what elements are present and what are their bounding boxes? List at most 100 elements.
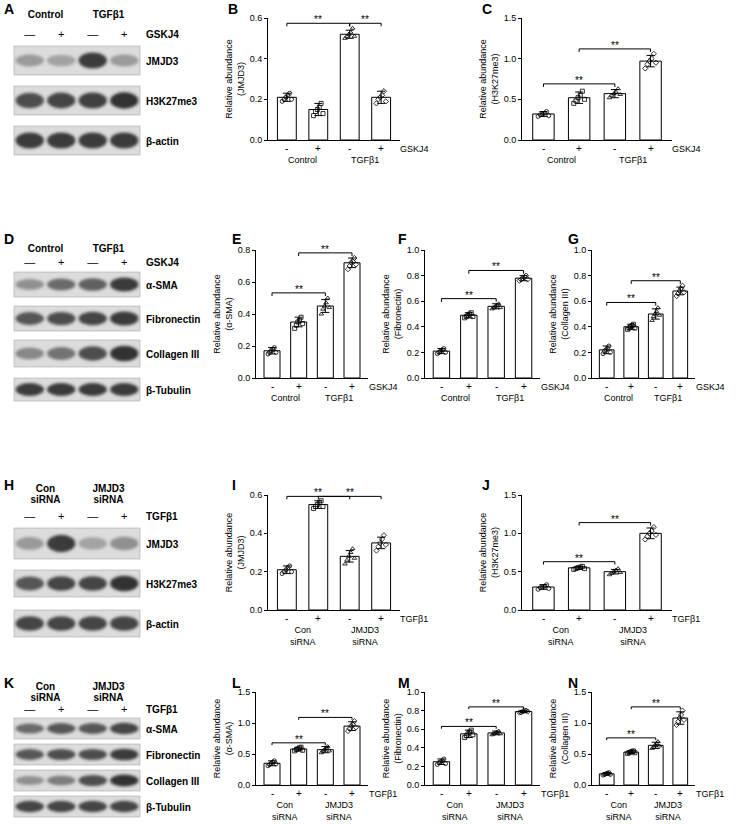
svg-text:0.0: 0.0 [574,780,587,790]
svg-text:Relative abundance(Collagen II: Relative abundance(Collagen III) [548,274,570,354]
svg-text:Relative abundance(JMJD3): Relative abundance(JMJD3) [224,39,246,119]
svg-text:siRNA: siRNA [30,494,60,505]
svg-text:1.5: 1.5 [238,687,251,697]
svg-text:—: — [87,256,98,268]
svg-text:**: ** [314,14,322,25]
svg-text:—: — [87,703,98,715]
svg-text:JMJD3: JMJD3 [92,483,125,494]
svg-text:+: + [349,381,355,392]
svg-text:0.2: 0.2 [407,348,420,358]
svg-text:0.0: 0.0 [504,135,517,145]
svg-text:0.6: 0.6 [407,296,420,306]
svg-text:1.0: 1.0 [574,718,587,728]
svg-text:Relative abundance(Fibronectin: Relative abundance(Fibronectin) [381,274,403,354]
svg-text:**: ** [611,514,619,525]
svg-text:-: - [613,143,616,154]
svg-text:+: + [315,613,321,624]
svg-text:Control: Control [547,155,576,165]
svg-text:TGFβ1: TGFβ1 [696,789,724,799]
svg-text:—: — [24,28,35,40]
svg-text:0.6: 0.6 [250,13,263,23]
svg-text:**: ** [627,729,635,740]
svg-text:β-Tubulin: β-Tubulin [146,802,191,813]
svg-text:0.2: 0.2 [574,348,587,358]
svg-text:-: - [654,381,657,392]
svg-text:1.0: 1.0 [238,718,251,728]
svg-text:ConsiRNA: ConsiRNA [272,800,298,822]
svg-text:TGFβ1: TGFβ1 [619,155,647,165]
svg-text:0.2: 0.2 [250,567,263,577]
svg-text:Collagen III: Collagen III [146,776,200,787]
svg-text:+: + [677,788,683,799]
svg-text:TGFβ1: TGFβ1 [146,704,178,715]
svg-text:**: ** [295,734,303,745]
svg-text:+: + [628,788,634,799]
svg-text:JMJD3siRNA: JMJD3siRNA [496,800,524,822]
svg-text:TGFβ1: TGFβ1 [93,243,125,254]
svg-text:TGFβ1: TGFβ1 [325,393,353,403]
svg-text:C: C [482,1,492,17]
svg-text:+: + [58,510,64,522]
svg-text:+: + [121,28,127,40]
svg-text:JMJD3siRNA: JMJD3siRNA [654,800,682,822]
svg-text:1.5: 1.5 [504,490,517,500]
svg-text:-: - [348,613,351,624]
svg-text:-: - [495,788,498,799]
svg-text:ConsiRNA: ConsiRNA [606,800,632,822]
svg-text:+: + [677,381,683,392]
svg-text:+: + [296,788,302,799]
svg-text:H3K27me3: H3K27me3 [146,579,198,590]
svg-text:JMJD3siRNA: JMJD3siRNA [619,625,647,647]
svg-text:1.0: 1.0 [574,245,587,255]
svg-text:+: + [466,788,472,799]
svg-text:D: D [4,231,14,247]
svg-text:L: L [232,675,241,691]
svg-text:+: + [58,703,64,715]
svg-text:Relative abundance(H3K27me3): Relative abundance(H3K27me3) [478,39,500,119]
svg-text:0.8: 0.8 [574,271,587,281]
svg-text:—: — [87,28,98,40]
svg-text:**: ** [321,244,329,255]
svg-text:H: H [4,477,14,493]
svg-text:JMJD3siRNA: JMJD3siRNA [325,800,353,822]
svg-text:0.2: 0.2 [238,341,251,351]
svg-text:0.4: 0.4 [407,322,420,332]
svg-text:**: ** [627,293,635,304]
svg-text:Relative abundance(α-SMA): Relative abundance(α-SMA) [212,699,234,779]
svg-text:0.2: 0.2 [250,94,263,104]
svg-text:+: + [378,613,384,624]
svg-text:-: - [324,788,327,799]
svg-text:JMJD3: JMJD3 [92,681,125,692]
svg-text:H3K27me3: H3K27me3 [146,96,198,107]
svg-text:**: ** [314,487,322,498]
svg-text:+: + [378,143,384,154]
svg-text:JMJD3: JMJD3 [146,539,179,550]
svg-text:TGFβ1: TGFβ1 [672,614,700,624]
svg-text:0.5: 0.5 [238,749,251,759]
svg-text:0.8: 0.8 [238,245,251,255]
svg-text:0.5: 0.5 [504,94,517,104]
svg-text:0.6: 0.6 [407,724,420,734]
svg-text:Relative abundance(Collagen II: Relative abundance(Collagen III) [548,699,570,779]
svg-text:-: - [654,788,657,799]
svg-text:0.0: 0.0 [574,373,587,383]
svg-text:Con: Con [36,681,55,692]
svg-text:+: + [576,613,582,624]
svg-text:TGFβ1: TGFβ1 [351,155,379,165]
svg-text:0.0: 0.0 [407,780,420,790]
svg-text:siRNA: siRNA [93,692,123,703]
svg-text:-: - [613,613,616,624]
svg-text:+: + [628,381,634,392]
svg-text:+: + [521,788,527,799]
svg-text:Fibronectin: Fibronectin [146,314,200,325]
svg-text:TGFβ1: TGFβ1 [654,393,682,403]
svg-text:0.6: 0.6 [238,277,251,287]
svg-text:0.6: 0.6 [250,490,263,500]
svg-text:-: - [285,613,288,624]
svg-text:Control: Control [288,155,317,165]
svg-text:Relative abundance(α-SMA): Relative abundance(α-SMA) [212,274,234,354]
svg-text:0.0: 0.0 [238,780,251,790]
svg-text:**: ** [611,40,619,51]
svg-text:+: + [121,703,127,715]
svg-text:+: + [58,256,64,268]
